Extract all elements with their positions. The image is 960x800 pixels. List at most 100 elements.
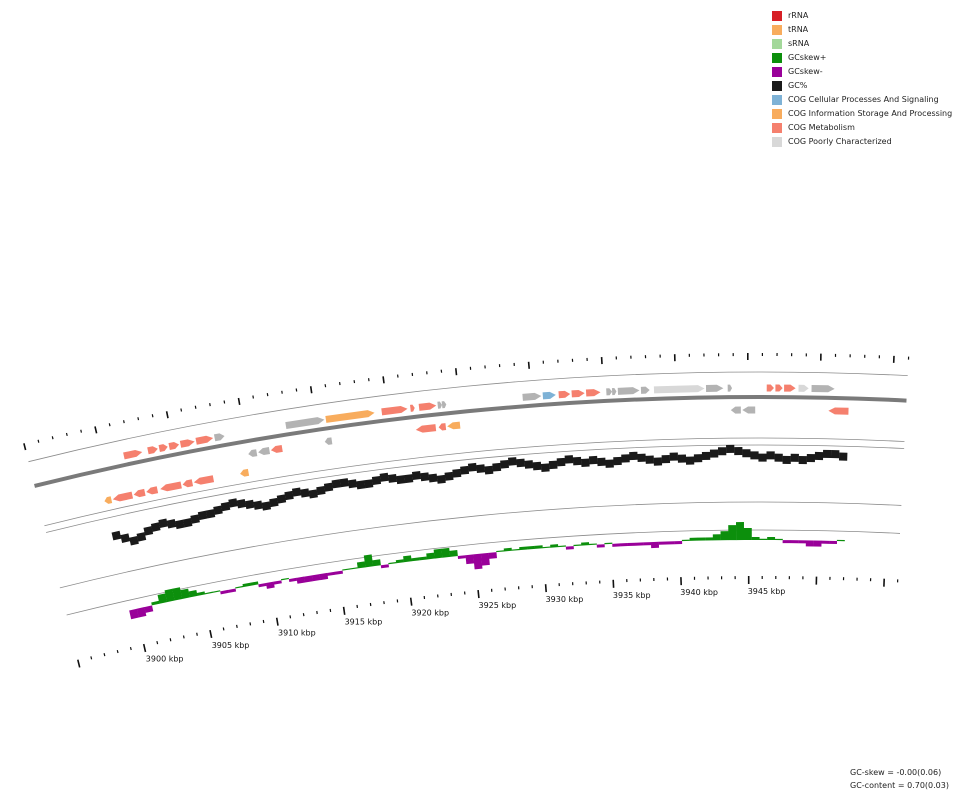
- gc-skew-bar: [751, 537, 760, 541]
- gc-skew-bar: [288, 577, 298, 583]
- gene-feature: [611, 388, 617, 396]
- gc-skew-bar: [188, 589, 198, 598]
- outer-tick: [80, 429, 82, 433]
- gc-content-bar: [269, 497, 279, 508]
- gc-content-bar: [228, 498, 238, 508]
- gc-content-bar: [572, 456, 582, 466]
- legend-label: COG Poorly Characterized: [788, 137, 892, 146]
- gc-content-bar: [436, 474, 446, 484]
- gene-feature: [585, 389, 601, 397]
- gc-skew-bar: [273, 580, 282, 585]
- inner-tick: [236, 624, 238, 629]
- gc-content-bar: [669, 452, 679, 461]
- gene-feature: [640, 386, 650, 394]
- gc-skew-bar: [836, 539, 845, 542]
- gc-skew-bar: [311, 574, 321, 582]
- gc-skew-bar: [433, 548, 443, 559]
- gc-skew-bar: [144, 605, 154, 613]
- gene-feature: [133, 488, 146, 498]
- gc-skew-bar: [488, 552, 497, 559]
- gc-skew-bar: [588, 543, 597, 546]
- gc-content-bar: [774, 453, 783, 462]
- inner-tick: [409, 597, 413, 606]
- gc-content-bar: [236, 499, 247, 509]
- gc-skew-bar: [805, 540, 814, 547]
- gc-skew-bar: [129, 608, 139, 620]
- gc-content-bar: [190, 514, 200, 524]
- inner-tick: [169, 638, 172, 642]
- scale-label: 3905 kbp: [212, 641, 250, 650]
- legend-item: GCskew-: [772, 65, 952, 79]
- gc-content-bar: [782, 455, 791, 464]
- gc-skew-bar: [196, 591, 206, 596]
- gc-skew-bar: [635, 542, 644, 546]
- gc-skew-bar: [565, 546, 574, 550]
- gene-feature: [123, 449, 143, 460]
- gene-feature: [441, 401, 447, 409]
- legend-item: COG Information Storage And Processing: [772, 107, 952, 121]
- outer-tick: [123, 420, 125, 424]
- guide-ring: [28, 371, 908, 463]
- legend-label: GC%: [788, 81, 808, 90]
- outer-tick: [309, 386, 313, 394]
- gc-content-bar: [605, 459, 614, 468]
- gc-content-bar: [323, 482, 334, 492]
- inner-tick: [249, 622, 252, 626]
- outer-tick: [37, 439, 40, 443]
- gc-content-bar: [734, 447, 743, 456]
- gc-content-bar: [750, 451, 759, 460]
- gc-skew-bar: [736, 522, 745, 541]
- gc-skew-bar: [759, 538, 768, 541]
- inner-tick: [116, 649, 119, 654]
- gene-feature: [811, 384, 835, 393]
- gc-skew-bar: [503, 547, 512, 552]
- gc-content-bar: [564, 455, 574, 464]
- guide-ring: [46, 444, 905, 533]
- guide-ring: [44, 437, 905, 527]
- gc-skew-bar: [573, 544, 582, 547]
- gc-skew-bar: [790, 540, 799, 544]
- outer-tick: [108, 423, 111, 427]
- legend-label: COG Metabolism: [788, 123, 855, 132]
- legend-label: sRNA: [788, 39, 810, 48]
- gc-skew-bar: [557, 545, 566, 548]
- gc-content-bar: [182, 518, 193, 528]
- gc-content-bar: [838, 452, 848, 461]
- gc-content-bar: [158, 518, 168, 529]
- inner-tick: [129, 646, 132, 651]
- gc-content-bar: [476, 464, 486, 474]
- outer-tick: [23, 443, 27, 451]
- gc-skew-bar: [674, 541, 683, 545]
- gc-skew-bar: [372, 559, 381, 567]
- gc-content-bar: [524, 460, 534, 469]
- gc-skew-bar: [596, 544, 605, 548]
- scale-tick-labels: 3900 kbp 3905 kbp 3910 kbp 3915 kbp 3920 kbp…: [146, 587, 786, 664]
- gc-content-bar: [500, 459, 510, 469]
- gc-skew-bar: [496, 550, 505, 553]
- gene-feature: [179, 439, 195, 448]
- gc-skew-bar: [728, 525, 737, 541]
- inner-tick: [302, 613, 305, 617]
- gc-content-bar: [661, 454, 671, 464]
- legend-swatch: [772, 137, 782, 147]
- outer-tick: [237, 397, 241, 406]
- gc-content-bar: [300, 488, 310, 498]
- gc-skew-bar: [813, 540, 822, 547]
- scale-label: 3920 kbp: [411, 609, 449, 618]
- gc-content-bar: [404, 474, 414, 484]
- gene-feature: [112, 491, 134, 502]
- gc-skew-bar: [782, 540, 791, 544]
- gc-content-bar: [806, 453, 816, 463]
- gene-feature: [558, 390, 571, 399]
- gc-skew-bar: [327, 571, 336, 576]
- gene-feature: [705, 384, 724, 392]
- inner-tick: [77, 659, 81, 668]
- legend-swatch: [772, 95, 782, 105]
- gc-content-bar: [621, 454, 630, 463]
- gene-feature: [447, 421, 461, 430]
- gene-feature: [168, 441, 180, 450]
- gc-skew-bar: [519, 546, 528, 551]
- gc-skew-bar: [774, 538, 783, 541]
- sequence-backbone: [34, 395, 907, 488]
- gene-feature: [213, 433, 225, 442]
